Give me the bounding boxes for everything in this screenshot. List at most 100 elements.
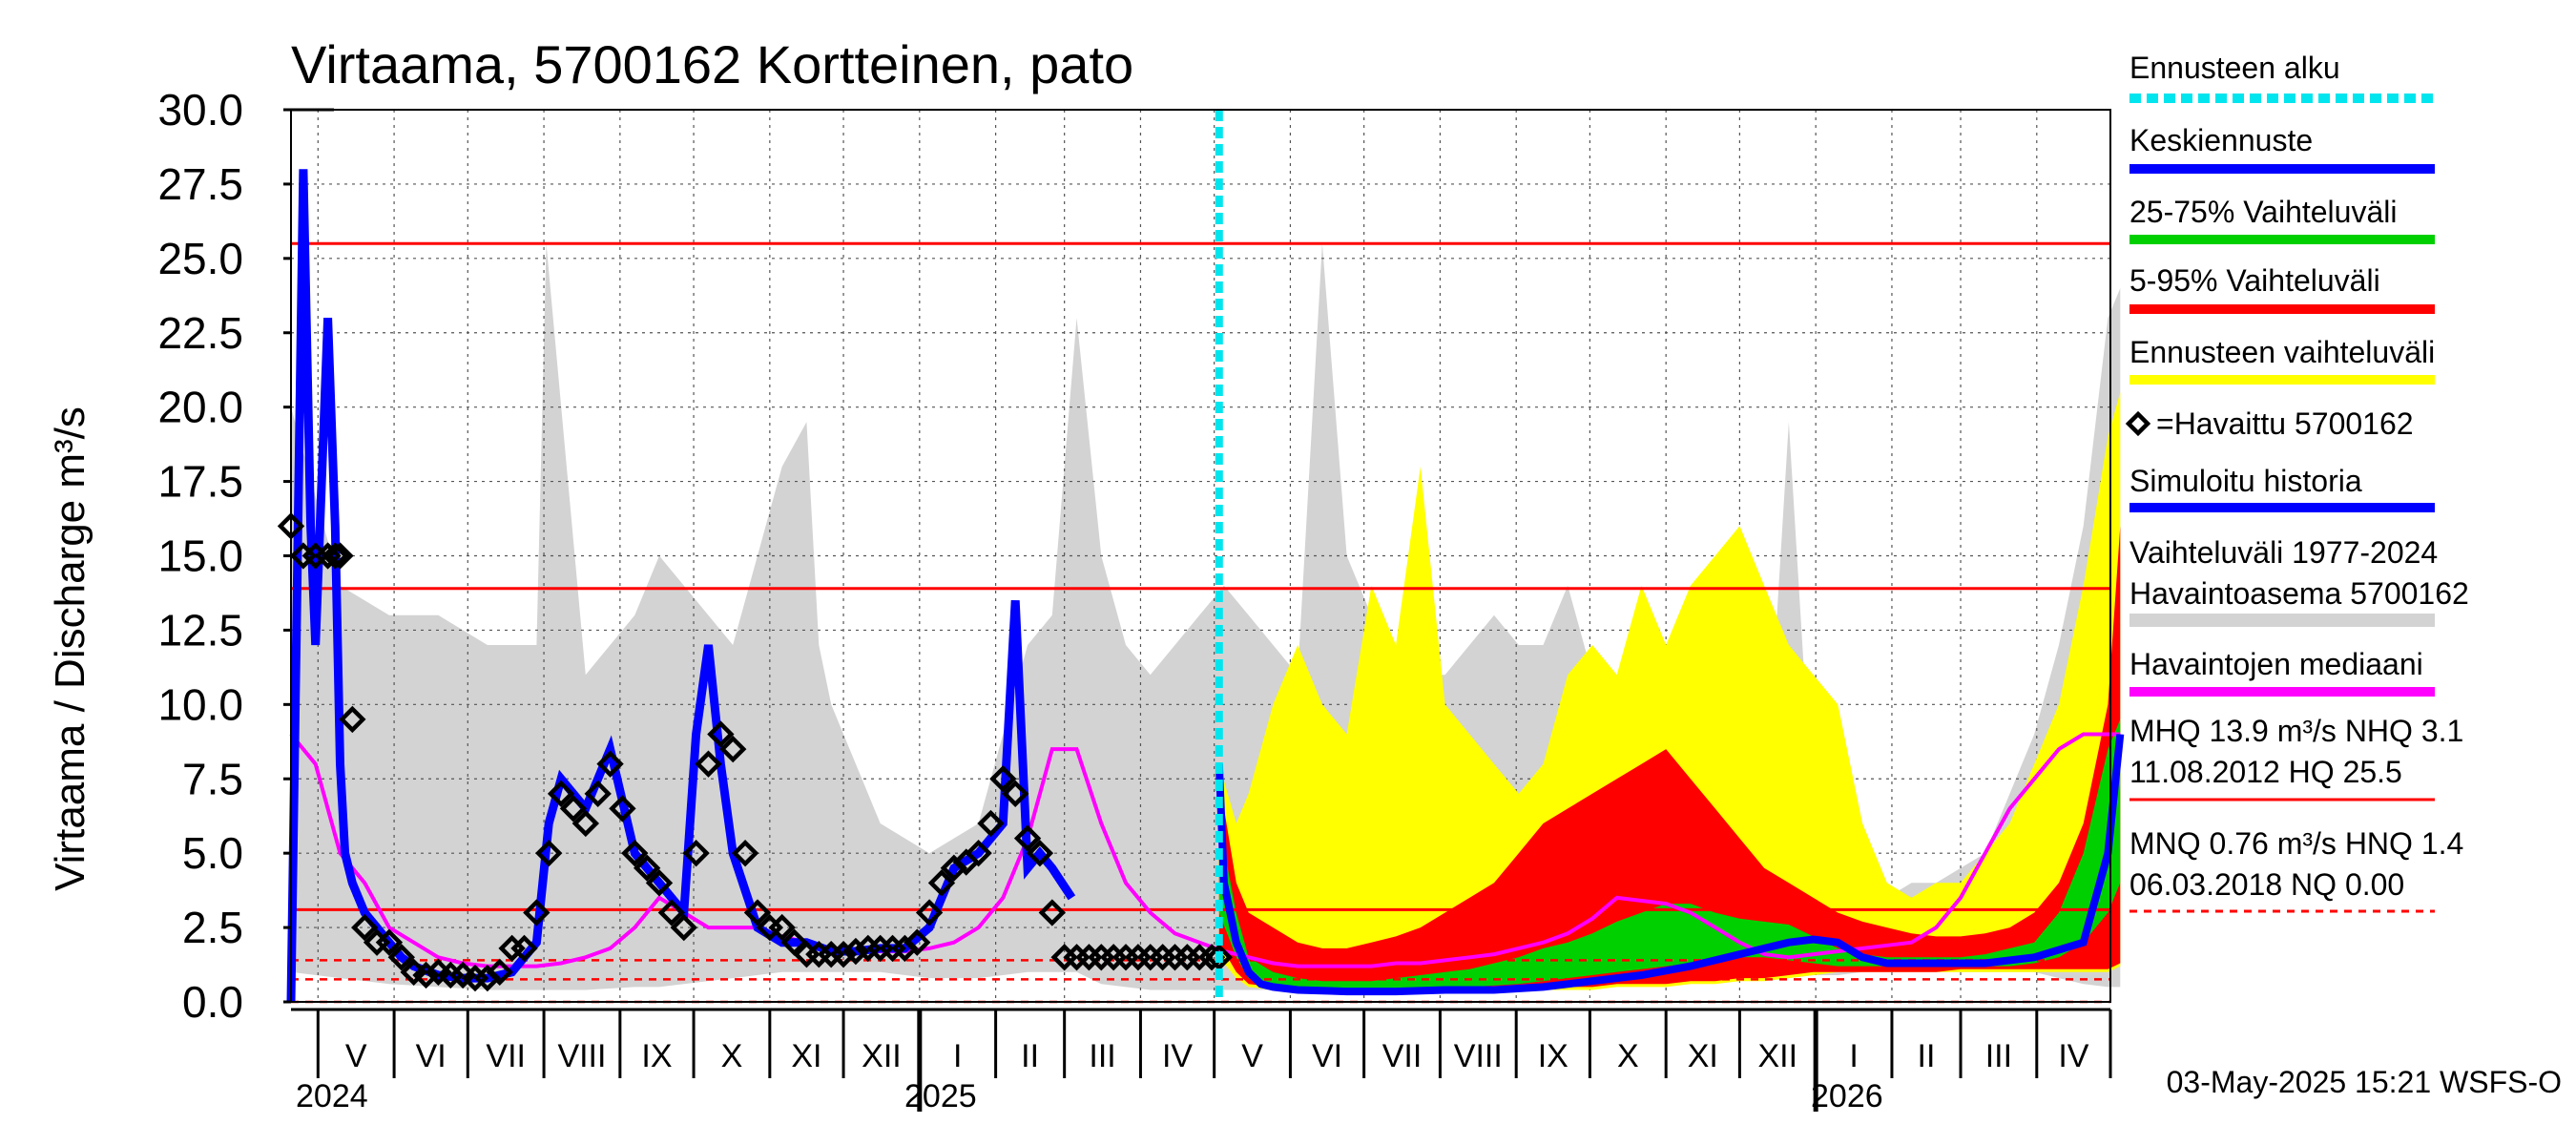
observed-point	[387, 944, 415, 971]
legend-marker	[2125, 410, 2151, 437]
month-label: II	[1021, 1038, 1039, 1074]
month-label: X	[1617, 1038, 1639, 1074]
month-label: VIII	[1454, 1038, 1503, 1074]
band-5-95-vaihteluv-li	[1218, 526, 2121, 990]
observed-point	[621, 839, 649, 867]
observed-point	[780, 928, 808, 956]
y-tick-label: 15.0	[157, 531, 243, 581]
observed-point	[682, 839, 710, 867]
legend-item-label: =Havaittu 5700162	[2156, 406, 2414, 441]
legend-item-label: 25-75% Vaihteluväli	[2129, 195, 2397, 229]
month-label: IX	[641, 1038, 672, 1074]
observed-point	[412, 961, 440, 989]
observed-point	[695, 750, 722, 778]
year-label: 2026	[1811, 1078, 1883, 1114]
y-tick-label: 12.5	[157, 605, 243, 655]
y-tick-label: 27.5	[157, 159, 243, 209]
observed-point	[535, 839, 563, 867]
observed-point	[571, 809, 600, 838]
y-axis-label: Virtaama / Discharge m³/s	[47, 406, 93, 891]
observed-point	[645, 869, 674, 897]
observed-point	[351, 913, 379, 942]
y-tick-label: 25.0	[157, 234, 243, 283]
month-label: IV	[2058, 1038, 2088, 1074]
month-label: VII	[1382, 1038, 1423, 1074]
observed-point	[904, 928, 931, 956]
observed-point	[326, 542, 354, 570]
series-keskiennuste	[1215, 734, 2125, 996]
legend-item-label: Ennusteen vaihteluväli	[2129, 335, 2435, 369]
legend: Ennusteen alku Keskiennuste 25-75% Vaihtel…	[2125, 51, 2469, 913]
legend-item-label: Vaihteluväli 1977-2024	[2129, 535, 2438, 570]
observed-point	[1205, 944, 1233, 971]
month-label: VI	[416, 1038, 447, 1074]
month-label: X	[721, 1038, 743, 1074]
band-ennusteen-vaihteluv-li	[1218, 392, 2121, 993]
y-tick-label: 17.5	[157, 457, 243, 507]
timestamp: 03-May-2025 15:21 WSFS-O	[2167, 1065, 2562, 1099]
observed-point	[915, 899, 944, 926]
month-label: I	[953, 1038, 962, 1074]
observed-point	[965, 839, 992, 867]
observed-point	[510, 934, 538, 963]
plot-area: 0.0 2.5 5.0 7.5 10.0 12.5 15.0 17.5 20.0 22.5 25.0…	[157, 85, 2125, 1114]
observed-point	[375, 928, 404, 956]
month-label: IV	[1162, 1038, 1193, 1074]
observed-point	[1038, 899, 1066, 926]
month-label: XII	[1757, 1038, 1797, 1074]
year-label: 2025	[904, 1078, 977, 1114]
month-label: II	[1918, 1038, 1936, 1074]
month-label: III	[1985, 1038, 2012, 1074]
observed-point	[657, 899, 686, 926]
month-label: V	[345, 1038, 367, 1074]
month-label: XI	[791, 1038, 821, 1074]
observed-point	[596, 750, 624, 778]
legend-item-label: MHQ 13.9 m³/s NHQ 3.1	[2129, 714, 2463, 748]
observed-point	[584, 780, 612, 808]
observed-point	[339, 705, 366, 734]
observed-point	[633, 854, 661, 882]
month-label: IX	[1538, 1038, 1568, 1074]
y-tick-label: 10.0	[157, 679, 243, 729]
observed-point	[719, 735, 747, 763]
legend-item-label: 11.08.2012 HQ 25.5	[2129, 755, 2402, 789]
observed-point	[1026, 839, 1054, 867]
month-label: VI	[1312, 1038, 1342, 1074]
observed-point	[486, 958, 513, 987]
observed-point	[743, 899, 772, 926]
month-label: VIII	[557, 1038, 606, 1074]
observed-point	[1002, 780, 1029, 808]
legend-item-label: Havaintojen mediaani	[2129, 647, 2423, 681]
observed-point	[841, 937, 870, 966]
observed-point	[731, 839, 759, 867]
legend-item-label: MNQ 0.76 m³/s HNQ 1.4	[2129, 826, 2463, 861]
month-label: XI	[1688, 1038, 1718, 1074]
month-label: III	[1089, 1038, 1115, 1074]
observed-point	[523, 899, 551, 926]
month-label: I	[1849, 1038, 1858, 1074]
y-tick-label: 20.0	[157, 383, 243, 432]
month-label: XII	[862, 1038, 902, 1074]
legend-item-label: 06.03.2018 NQ 0.00	[2129, 867, 2404, 902]
y-tick-label: 30.0	[157, 85, 243, 135]
observed-point	[322, 542, 349, 570]
month-label: V	[1241, 1038, 1263, 1074]
y-tick-label: 5.0	[182, 828, 243, 878]
observed-point	[768, 913, 796, 942]
chart-title: Virtaama, 5700162 Kortteinen, pato	[291, 34, 1133, 94]
legend-item-label: Simuloitu historia	[2129, 464, 2362, 498]
observed-point	[989, 765, 1017, 793]
legend-item-label: Havaintoasema 5700162	[2129, 576, 2469, 611]
series-simuloitu-historia	[286, 169, 1076, 1003]
observed-point	[927, 869, 956, 897]
legend-item-label: Ennusteen alku	[2129, 51, 2340, 85]
legend-item-label: 5-95% Vaihteluväli	[2129, 263, 2380, 298]
y-tick-label: 2.5	[182, 903, 243, 952]
observed-point	[829, 940, 858, 968]
year-label: 2024	[296, 1078, 368, 1114]
observed-point	[977, 809, 1005, 838]
observed-point	[609, 795, 636, 822]
y-tick-label: 0.0	[182, 977, 243, 1027]
month-label: VII	[486, 1038, 526, 1074]
